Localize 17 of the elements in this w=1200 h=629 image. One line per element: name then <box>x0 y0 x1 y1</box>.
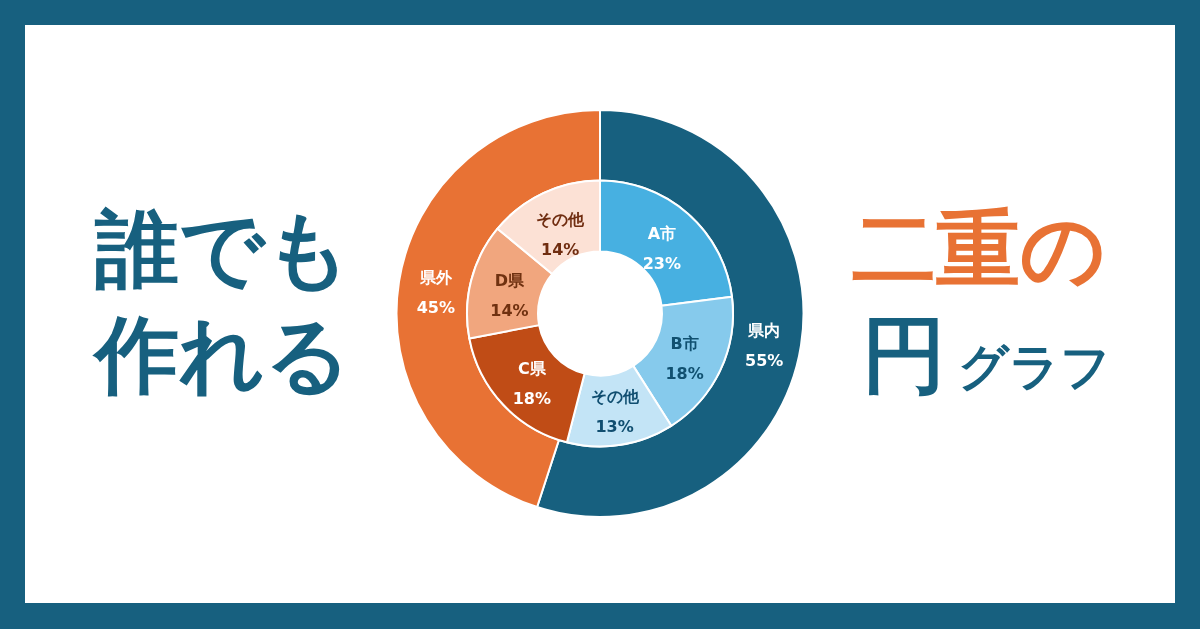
text: 二重の <box>852 199 1107 300</box>
data-label: 13% <box>595 416 634 436</box>
slice-label: D県 <box>494 271 526 291</box>
data-label: 18% <box>512 388 551 408</box>
data-label: 14% <box>541 239 580 259</box>
slice-label: C県 <box>517 358 547 378</box>
data-label: 18% <box>665 364 704 384</box>
data-label: 45% <box>416 298 455 318</box>
data-label: 23% <box>642 254 681 274</box>
slice-label: その他 <box>536 209 586 229</box>
slice-label: A市 <box>647 224 677 244</box>
data-label: 14% <box>490 301 529 321</box>
slice-label: B市 <box>670 334 699 354</box>
slice-label: 県外 <box>418 268 453 288</box>
data-label: 55% <box>745 350 784 370</box>
slice-label: その他 <box>590 386 640 406</box>
slice-label: 県内 <box>747 320 781 340</box>
